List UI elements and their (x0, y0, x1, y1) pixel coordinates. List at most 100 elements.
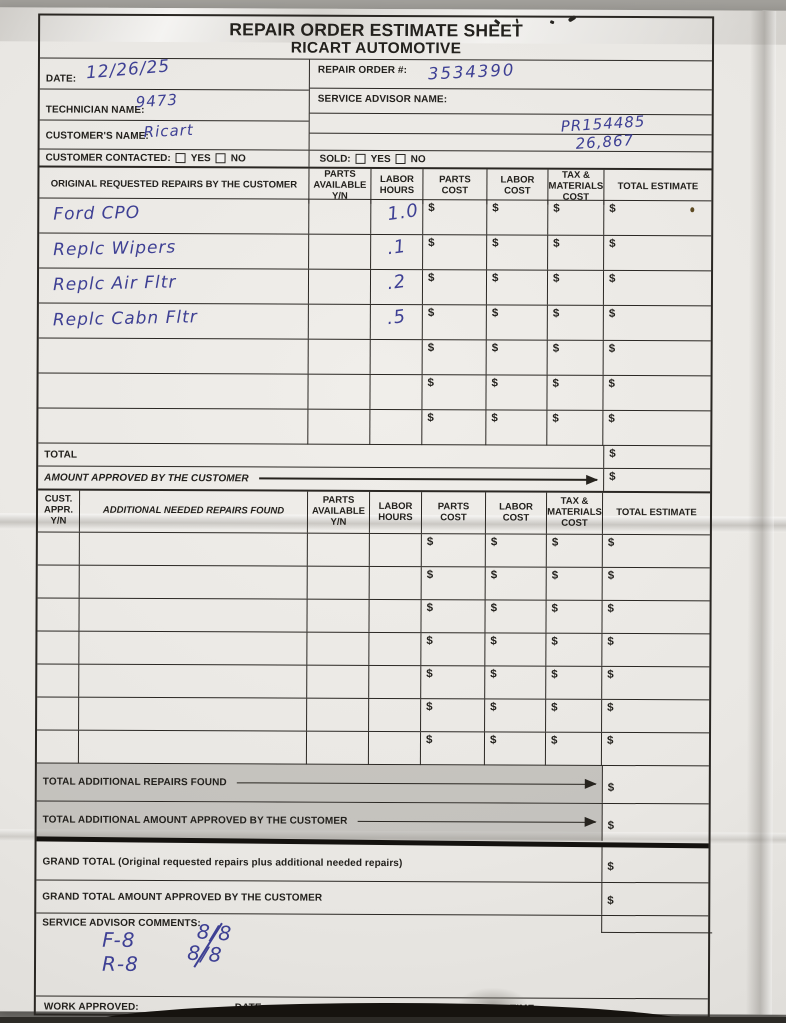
table-row: $ $ $ $ (38, 408, 710, 446)
column-stub (601, 915, 713, 934)
customer-name-label: CUSTOMER'S NAME: (45, 130, 149, 142)
grand-total-label: GRAND TOTAL (Original requested repairs … (42, 856, 403, 870)
handwritten-labor-hours: .1 (385, 235, 408, 260)
table-row: $ $ $ $ (37, 598, 710, 635)
handwritten-comment-line: R-8 (101, 951, 139, 976)
dollar-sign: $ (606, 734, 614, 747)
handwritten-technician: 9473 (135, 90, 179, 112)
info-left-column: DATE: 12/26/25 TECHNICIAN NAME: 9473 CUS… (39, 56, 310, 150)
dollar-sign: $ (426, 668, 433, 681)
total-label: TOTAL (44, 448, 78, 461)
dollar-sign: $ (551, 668, 558, 681)
dollar-sign: $ (552, 307, 560, 320)
dollar-sign: $ (492, 202, 499, 215)
dollar-sign: $ (551, 536, 559, 549)
dollar-sign: $ (491, 307, 499, 320)
dollar-sign: $ (428, 202, 435, 215)
handwritten-comments: F-8 R-8 (102, 928, 139, 976)
date-field: DATE: 12/26/25 (39, 56, 309, 91)
dollar-sign: $ (428, 237, 435, 250)
dollar-sign: $ (551, 701, 558, 714)
handwritten-comment-line: F-8 (102, 927, 136, 952)
total-row: TOTAL $ (38, 442, 711, 469)
customer-contacted-yes-checkbox (175, 153, 186, 164)
handwritten-repair: Ford CPO (53, 202, 141, 225)
dollar-sign: $ (609, 237, 616, 250)
dollar-sign: $ (551, 635, 558, 648)
dollar-sign: $ (608, 342, 616, 355)
no-label: NO (230, 152, 246, 164)
total-additional-approved-row: TOTAL ADDITIONAL AMOUNT APPROVED BY THE … (36, 800, 709, 842)
column-header: LABOR COST (485, 492, 548, 534)
dollar-sign: $ (552, 412, 559, 425)
table-row: $ $ $ $ (38, 373, 711, 412)
total-additional-repairs-label: TOTAL ADDITIONAL REPAIRS FOUND (42, 776, 227, 789)
customer-contacted-field: CUSTOMER CONTACTED: YES NO (39, 149, 310, 167)
info-section: DATE: 12/26/25 TECHNICIAN NAME: 9473 CUS… (39, 56, 712, 153)
table-row: Replc Wipers .1 $ $ $ $ (39, 233, 712, 272)
dollar-sign: $ (607, 819, 615, 832)
dollar-cell: $ (603, 468, 711, 492)
total-additional-approved-label: TOTAL ADDITIONAL AMOUNT APPROVED BY THE … (42, 814, 348, 827)
dollar-sign: $ (490, 602, 498, 615)
service-advisor-comments-section: SERVICE ADVISOR COMMENTS: F-8 R-8 8/8 8/… (35, 912, 713, 999)
dollar-sign: $ (491, 342, 499, 355)
dollar-sign: $ (490, 536, 498, 549)
dollar-sign: $ (426, 569, 434, 582)
dollar-sign: $ (607, 781, 615, 794)
service-advisor-field: SERVICE ADVISOR NAME: (309, 88, 712, 116)
dollar-sign: $ (608, 412, 615, 425)
yes-label: YES (190, 152, 211, 164)
repair-order-field: REPAIR ORDER #: 3534390 (309, 59, 712, 91)
dollar-sign: $ (553, 202, 560, 215)
dollar-cell: $ (601, 846, 709, 883)
dollar-sign: $ (427, 412, 434, 425)
dollar-sign: $ (427, 307, 435, 320)
dollar-cell: $ (601, 882, 709, 916)
yes-label: YES (370, 153, 391, 165)
table-row: Replc Cabn Fltr .5 $ $ $ $ (38, 303, 711, 342)
column-header: PARTS AVAILABLE Y/N (307, 491, 371, 533)
dollar-sign: $ (552, 377, 559, 390)
dollar-sign: $ (607, 602, 615, 615)
dollar-sign: $ (607, 860, 614, 873)
arrow-line (236, 781, 596, 786)
table-row: $ $ $ $ (37, 697, 710, 734)
work-approved-label: WORK APPROVED: (43, 1001, 139, 1013)
dollar-sign: $ (491, 272, 499, 285)
additional-repairs-table-header: CUST. APPR. Y/N ADDITIONAL NEEDED REPAIR… (37, 488, 711, 535)
company-name: RICART AUTOMOTIVE (290, 39, 462, 58)
technician-label: TECHNICIAN NAME: (45, 104, 145, 116)
dollar-sign: $ (490, 668, 497, 681)
total-additional-repairs-row: TOTAL ADDITIONAL REPAIRS FOUND $ (36, 762, 709, 804)
handwritten-repair: Replc Air Fltr (52, 272, 177, 296)
dollar-sign: $ (607, 894, 614, 907)
handwritten-labor-hours: .2 (385, 270, 408, 295)
customer-field: CUSTOMER'S NAME: Ricart (40, 120, 309, 146)
dollar-sign: $ (607, 569, 615, 582)
dollar-sign: $ (609, 447, 616, 460)
arrow-line (357, 820, 596, 824)
dollar-sign: $ (607, 635, 614, 648)
no-label: NO (410, 153, 426, 165)
table-row: $ $ $ $ (37, 664, 710, 701)
table-row: $ $ $ $ (38, 338, 711, 377)
customer-contacted-label: CUSTOMER CONTACTED: (45, 151, 171, 164)
paper-sheet: REPAIR ORDER ESTIMATE SHEET RICART AUTOM… (0, 7, 786, 1022)
service-advisor-label: SERVICE ADVISOR NAME: (317, 93, 448, 106)
paper-fold-crease (745, 10, 777, 1015)
dollar-sign: $ (608, 272, 616, 285)
dollar-sign: $ (426, 635, 433, 648)
repair-order-form: REPAIR ORDER ESTIMATE SHEET RICART AUTOM… (33, 13, 715, 1021)
dollar-sign: $ (552, 272, 560, 285)
dollar-sign: $ (608, 307, 616, 320)
handwritten-repair: Replc Wipers (52, 237, 177, 261)
form-title-block: REPAIR ORDER ESTIMATE SHEET RICART AUTOM… (40, 15, 712, 60)
dollar-sign: $ (489, 734, 497, 747)
handwritten-date: 12/26/25 (85, 56, 171, 84)
dollar-sign: $ (492, 237, 499, 250)
table-row: $ $ $ $ (37, 631, 710, 668)
sold-field: SOLD: YES NO (310, 151, 712, 169)
dollar-sign: $ (551, 602, 559, 615)
dollar-sign: $ (427, 377, 434, 390)
